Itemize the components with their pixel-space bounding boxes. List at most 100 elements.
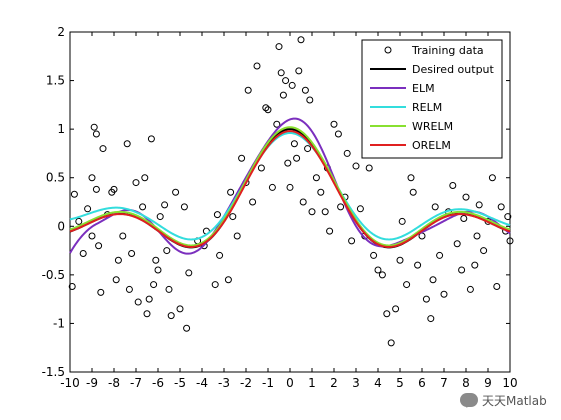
training-data-point [165,285,173,293]
training-data-point [88,174,96,182]
legend-label: ELM [412,82,435,95]
training-data-point [299,198,307,206]
training-data-point [92,130,100,138]
training-data-point [506,237,514,245]
training-data-point [139,203,147,211]
training-data-point [176,305,184,313]
training-data-point [70,190,78,198]
training-data-point [398,217,406,225]
x-tick-label: 1 [308,376,316,390]
training-data-point [312,174,320,182]
x-tick-label: -4 [196,376,208,390]
training-data-point [422,295,430,303]
x-tick-label: 5 [396,376,404,390]
training-data-point [262,104,270,112]
training-data-point [227,188,235,196]
training-data-point [79,249,87,257]
training-data-point [123,140,131,148]
y-tick-label: 0 [57,219,65,233]
training-data-point [268,183,276,191]
training-data-point [134,298,142,306]
training-data-point [429,276,437,284]
training-data-point [330,120,338,128]
training-data-point [180,203,188,211]
training-data-point [414,261,422,269]
training-data-point [334,130,342,138]
y-tick-label: 0.5 [46,171,65,185]
training-data-point [337,203,345,211]
training-data-point [374,266,382,274]
training-data-point [480,247,488,255]
training-data-point [431,203,439,211]
legend-box [361,39,503,159]
training-data-point [370,251,378,259]
training-data-point [308,208,316,216]
training-data-point [99,145,107,153]
training-data-point [147,135,155,143]
training-data-point [466,285,474,293]
training-data-point [88,232,96,240]
training-data-point [114,256,122,264]
training-data-point [264,106,272,114]
x-tick-label: 7 [440,376,448,390]
legend-label: RELM [412,101,442,114]
training-data-point [471,261,479,269]
training-data-point [257,164,265,172]
x-tick-label: -3 [218,376,230,390]
x-tick-label: 2 [330,376,338,390]
training-data-point [213,211,221,219]
training-data-point [273,120,281,128]
y-tick-label: -1 [53,316,65,330]
training-data-point [407,174,415,182]
training-data-point [244,86,252,94]
training-data-point [497,203,505,211]
training-data-point [152,256,160,264]
training-data-point [238,154,246,162]
training-data-point [383,310,391,318]
y-tick-label: -0.5 [42,268,65,282]
training-data-point [249,198,257,206]
training-data-point [475,201,483,209]
x-tick-label: 8 [462,376,470,390]
x-tick-label: -5 [174,376,186,390]
training-data-point [154,266,162,274]
training-data-point [326,227,334,235]
training-data-point [92,185,100,193]
series-line-orelm [69,130,511,248]
training-data-point [352,162,360,170]
y-tick-label: 2 [57,25,65,39]
training-data-point [488,174,496,182]
training-data-point [427,315,435,323]
training-data-point [233,232,241,240]
training-data-point [387,339,395,347]
x-tick-label: 4 [374,376,382,390]
training-data-point [253,62,261,70]
training-data-point [84,205,92,213]
training-data-point [145,295,153,303]
training-data-point [306,96,314,104]
x-tick-labels: -10 -9 -8 -7 -6 -5 -4 -3 -2 -1 0 1 2 3 4 5 6 7 8 9 10 [60,376,517,390]
training-data-point [449,181,457,189]
legend: Training data Desired output ELM RELM WRELM O… [361,39,503,159]
training-data-point [504,213,512,221]
training-data-point [396,256,404,264]
training-data-point [462,193,470,201]
training-data-point [224,276,232,284]
training-data-point [460,215,468,223]
training-data-point [301,86,309,94]
training-data-point [295,67,303,75]
x-tick-label: -1 [262,376,274,390]
training-data-point [128,249,136,257]
y-tick-label: 1 [57,122,65,136]
training-data-point [110,185,118,193]
legend-marker [384,46,392,54]
training-data-point [286,183,294,191]
training-data-point [317,188,325,196]
training-data-point [163,247,171,255]
training-data-point [150,281,158,289]
training-data-point [97,288,105,296]
x-tick-label: -6 [152,376,164,390]
training-data-point [156,213,164,221]
x-tick-label: -7 [130,376,142,390]
y-tick-label: -1.5 [42,365,65,379]
